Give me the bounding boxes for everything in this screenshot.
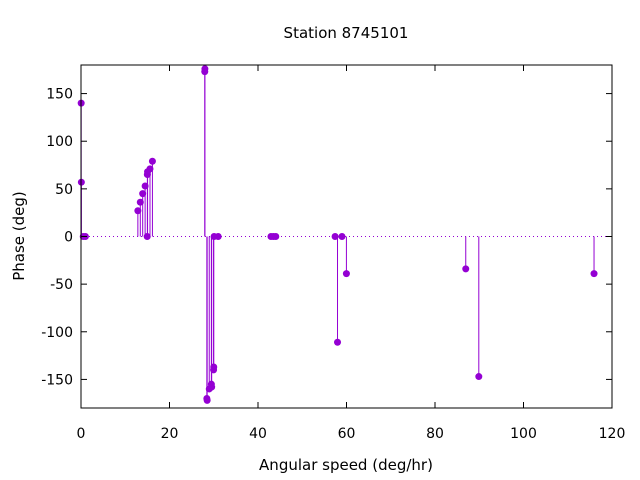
data-point	[475, 373, 483, 381]
y-tick-label: -50	[50, 277, 73, 293]
data-point	[331, 233, 339, 240]
data-points	[77, 65, 598, 404]
y-tick-label: 100	[46, 134, 73, 150]
y-axis-label: Phase (deg)	[10, 191, 28, 281]
data-point	[338, 233, 346, 240]
data-point	[136, 198, 144, 206]
data-point	[141, 182, 149, 190]
x-tick-label: 100	[510, 426, 537, 442]
data-point	[203, 396, 211, 404]
x-tick-label: 80	[426, 426, 444, 442]
data-point	[201, 65, 209, 73]
data-point	[210, 363, 218, 371]
x-tick-label: 0	[77, 426, 86, 442]
y-tick-label: 150	[46, 87, 73, 103]
data-point	[342, 270, 350, 278]
x-axis: 0 20 40 60 80 100 120	[77, 65, 626, 442]
y-tick-label: -150	[41, 372, 73, 388]
data-point	[272, 233, 280, 240]
y-tick-label: -100	[41, 325, 73, 341]
x-axis-label: Angular speed (deg/hr)	[259, 456, 433, 474]
data-point	[334, 338, 342, 346]
x-tick-label: 120	[599, 426, 626, 442]
y-axis: -150 -100 -50 0 50 100 150	[41, 87, 612, 388]
data-point	[134, 207, 142, 215]
y-tick-label: 0	[64, 230, 73, 246]
data-point	[148, 157, 156, 165]
data-point	[462, 265, 470, 273]
data-point	[208, 383, 216, 391]
data-point	[590, 270, 598, 278]
x-tick-label: 60	[338, 426, 356, 442]
y-tick-label: 50	[55, 182, 73, 198]
x-tick-label: 40	[249, 426, 267, 442]
data-point	[143, 233, 151, 240]
x-tick-label: 20	[161, 426, 179, 442]
data-point	[146, 165, 154, 173]
data-point	[139, 190, 147, 198]
data-point	[214, 233, 222, 240]
chart-title: Station 8745101	[284, 24, 409, 42]
